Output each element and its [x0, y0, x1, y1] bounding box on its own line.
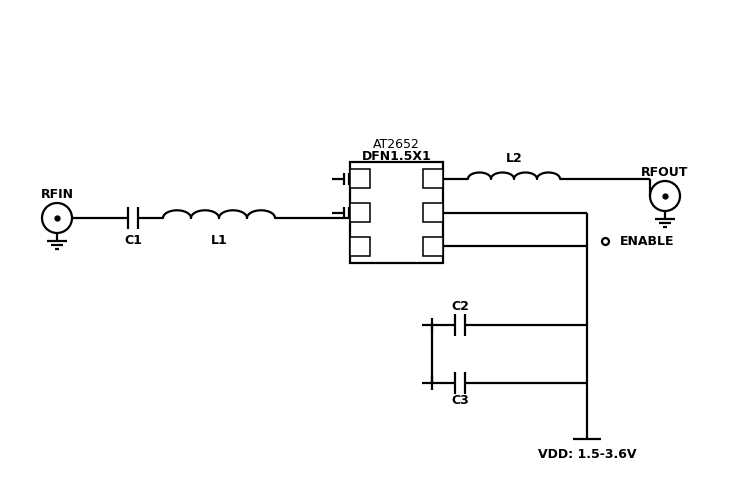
- Bar: [350, 237, 370, 256]
- Bar: [423, 237, 443, 256]
- Text: ENABLE: ENABLE: [619, 235, 675, 247]
- Text: RFOUT: RFOUT: [642, 166, 688, 180]
- Bar: [423, 203, 443, 222]
- Text: C1: C1: [124, 234, 142, 246]
- Text: C3: C3: [451, 395, 469, 407]
- Bar: [350, 169, 370, 188]
- Text: 2: 2: [357, 208, 363, 217]
- Text: RFIN: RFIN: [40, 188, 73, 202]
- Text: 1: 1: [357, 174, 363, 184]
- Text: DFN1.5X1: DFN1.5X1: [362, 150, 432, 162]
- Text: AT2652: AT2652: [373, 137, 420, 151]
- Text: L1: L1: [211, 234, 228, 246]
- Text: 5: 5: [430, 208, 436, 217]
- Bar: [423, 169, 443, 188]
- Bar: [350, 162, 443, 263]
- Text: 3: 3: [357, 241, 363, 251]
- Text: L2: L2: [506, 153, 523, 165]
- Text: C2: C2: [451, 301, 469, 313]
- Text: 4: 4: [430, 241, 436, 251]
- Bar: [350, 203, 370, 222]
- Text: 6: 6: [430, 174, 436, 184]
- Text: VDD: 1.5-3.6V: VDD: 1.5-3.6V: [538, 449, 636, 461]
